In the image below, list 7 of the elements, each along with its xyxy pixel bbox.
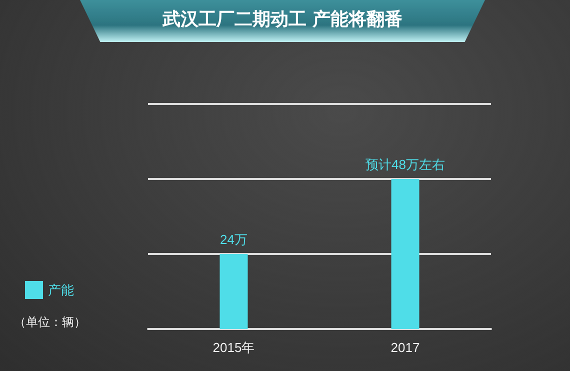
text: （单位：辆） (14, 314, 86, 331)
data-label: 24万 (220, 232, 248, 247)
x-tick-label: 2017 (390, 340, 420, 355)
x-tick-label: 2015年 (212, 340, 255, 355)
chart-title: 武汉工厂二期动工 产能将翻番 (80, 0, 485, 42)
legend-label: 产能 (48, 282, 74, 298)
data-label: 预计48万左右 (366, 157, 445, 172)
